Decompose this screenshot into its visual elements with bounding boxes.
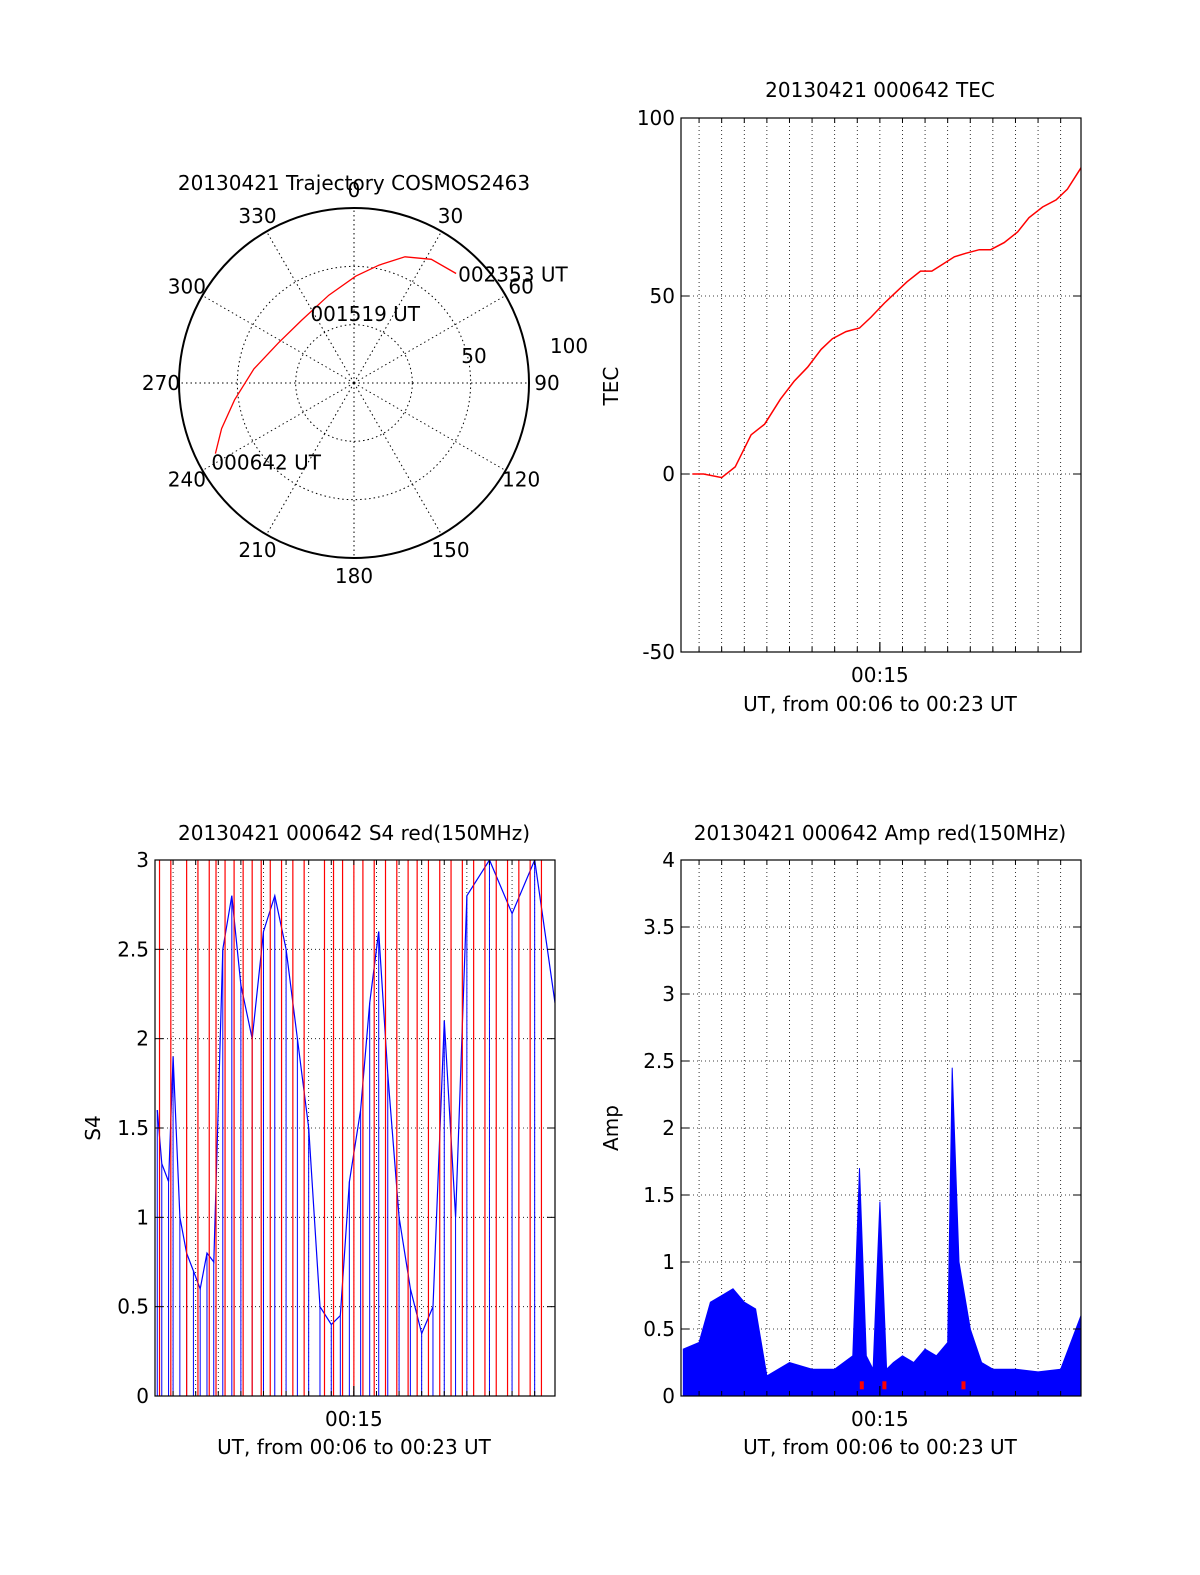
y-tick-label: 0: [662, 1384, 675, 1408]
polar-azimuth-label: 240: [168, 468, 206, 492]
amp-xlabel: UT, from 00:06 to 00:23 UT: [743, 1435, 1018, 1459]
tec-xlabel: UT, from 00:06 to 00:23 UT: [743, 692, 1018, 716]
polar-spoke: [353, 382, 506, 471]
amp-red-marker: [859, 1381, 864, 1390]
polar-ring: [236, 265, 472, 501]
y-tick-label: 1.5: [117, 1116, 149, 1140]
amp-ylabel: Amp: [599, 1105, 623, 1151]
y-tick-label: 1.5: [643, 1183, 675, 1207]
polar-grid: [178, 207, 530, 559]
amp-red-marker: [961, 1381, 966, 1390]
y-tick-label: 0.5: [117, 1295, 149, 1319]
polar-azimuth-label: 30: [438, 204, 463, 228]
polar-radial-label: 50: [461, 344, 486, 368]
y-tick-label: 0: [662, 462, 675, 486]
series-group: [682, 1067, 1081, 1396]
polar-radial-labels: 50 100: [461, 334, 588, 368]
polar-ring: [295, 324, 413, 442]
y-tick-label: 2: [136, 1027, 149, 1051]
polar-azimuth-label: 150: [431, 538, 469, 562]
y-tick-label: 2: [662, 1116, 675, 1140]
polar-azimuth-label: 330: [238, 204, 276, 228]
amp-red-marker: [882, 1381, 887, 1390]
y-tick-label: 4: [662, 848, 675, 872]
polar-azimuth-label: 120: [502, 468, 540, 492]
polar-azimuth-label: 270: [142, 371, 180, 395]
plot-frame: [680, 117, 1082, 653]
amp-series-area: [682, 1067, 1081, 1396]
s4-series-line: [156, 860, 555, 1336]
amp-plot-area: 0 0.5 1 1.5 2 2.5 3 3.5 4 00:15: [643, 848, 1082, 1431]
x-tick-label: 00:15: [851, 663, 909, 687]
polar-time-annotation: 001519 UT: [310, 302, 420, 326]
x-tick-label: 00:15: [325, 1407, 383, 1431]
polar-panel: 20130421 Trajectory COSMOS2463 0 30 60 90 12…: [142, 171, 588, 588]
polar-series: [214, 256, 457, 454]
s4-ylabel: S4: [81, 1115, 105, 1140]
tec-panel: 20130421 000642 TEC -50 0 50 100 00:15 UT, f…: [599, 78, 1082, 716]
tec-plot-area: -50 0 50 100 00:15: [637, 106, 1082, 687]
polar-annotations: 000642 UT 001519 UT 002353 UT: [211, 263, 568, 475]
polar-time-annotation: 002353 UT: [458, 263, 568, 287]
x-tick-label: 00:15: [851, 1407, 909, 1431]
amp-panel: 20130421 000642 Amp red(150MHz) 0 0.5 1 1.5…: [599, 821, 1082, 1459]
polar-title: 20130421 Trajectory COSMOS2463: [178, 171, 530, 195]
y-tick-label: 2.5: [117, 937, 149, 961]
s4-panel: 20130421 000642 S4 red(150MHz) 0 0.5 1 1.5 2…: [81, 821, 556, 1459]
s4-plot-area: 0 0.5 1 1.5 2 2.5 3 00:15: [117, 848, 556, 1431]
y-tick-label: 0: [136, 1384, 149, 1408]
polar-azimuth-labels: 0 30 60 90 120 150 180 210 240 270 300 330: [142, 178, 560, 588]
y-tick-label: 1: [136, 1205, 149, 1229]
polar-azimuth-label: 180: [335, 564, 373, 588]
tec-ylabel: TEC: [599, 367, 623, 407]
tec-title: 20130421 000642 TEC: [765, 78, 995, 102]
polar-azimuth-label: 210: [238, 538, 276, 562]
polar-azimuth-label: 60: [508, 275, 533, 299]
tec-series-line: [692, 167, 1081, 479]
y-tick-label: 0.5: [643, 1317, 675, 1341]
y-tick-label: 1: [662, 1250, 675, 1274]
polar-outer-circle: [178, 207, 530, 559]
polar-trajectory-line: [214, 256, 457, 454]
series-group: [692, 167, 1081, 479]
s4-title: 20130421 000642 S4 red(150MHz): [178, 821, 530, 845]
y-tick-label: 100: [637, 106, 675, 130]
polar-azimuth-label: 90: [534, 371, 559, 395]
polar-spoke: [353, 382, 442, 535]
polar-radial-label: 100: [550, 334, 588, 358]
y-tick-label: 3: [662, 982, 675, 1006]
amp-title: 20130421 000642 Amp red(150MHz): [694, 821, 1066, 845]
series-group: [156, 860, 555, 1396]
polar-azimuth-label: 0: [348, 178, 361, 202]
y-tick-label: 3.5: [643, 915, 675, 939]
polar-time-annotation: 000642 UT: [211, 451, 321, 475]
y-tick-label: -50: [642, 640, 675, 664]
y-tick-label: 50: [650, 284, 675, 308]
polar-azimuth-label: 300: [168, 275, 206, 299]
y-tick-label: 2.5: [643, 1049, 675, 1073]
y-tick-label: 3: [136, 848, 149, 872]
s4-xlabel: UT, from 00:06 to 00:23 UT: [217, 1435, 492, 1459]
